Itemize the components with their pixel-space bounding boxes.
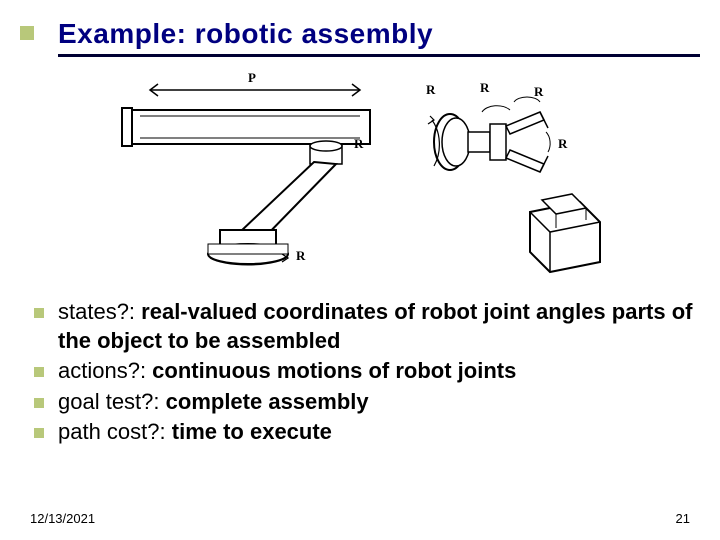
bullet-list: states?: real-valued coordinates of robo… <box>34 298 700 449</box>
diagram-svg <box>110 72 610 282</box>
list-item: actions?: continuous motions of robot jo… <box>34 357 700 386</box>
bullet-icon <box>34 367 44 377</box>
title-accent-square <box>20 26 34 40</box>
label-rg1: R <box>480 80 489 96</box>
bullet-icon <box>34 398 44 408</box>
robot-diagram: P <box>110 72 610 282</box>
bullet-icon <box>34 308 44 318</box>
bullet-answer: continuous motions of robot joints <box>152 358 516 383</box>
label-r-top: R <box>426 82 435 98</box>
list-item: states?: real-valued coordinates of robo… <box>34 298 700 355</box>
bullet-question: goal test?: <box>58 389 166 414</box>
bullet-text: actions?: continuous motions of robot jo… <box>58 357 516 386</box>
slide-title: Example: robotic assembly <box>58 18 700 50</box>
bullet-text: states?: real-valued coordinates of robo… <box>58 298 700 355</box>
bullet-question: actions?: <box>58 358 152 383</box>
bullet-answer: real-valued coordinates of robot joint a… <box>58 299 692 353</box>
title-bar: Example: robotic assembly <box>58 18 700 57</box>
bullet-text: path cost?: time to execute <box>58 418 332 447</box>
footer-page-number: 21 <box>676 511 690 526</box>
label-r-bottom: R <box>296 248 305 264</box>
footer-date: 12/13/2021 <box>30 511 95 526</box>
label-rg2: R <box>534 84 543 100</box>
label-r-mid: R <box>354 136 363 152</box>
bullet-question: states?: <box>58 299 141 324</box>
list-item: path cost?: time to execute <box>34 418 700 447</box>
bullet-answer: complete assembly <box>166 389 369 414</box>
bullet-answer: time to execute <box>172 419 332 444</box>
label-rg3: R <box>558 136 567 152</box>
bullet-question: path cost?: <box>58 419 172 444</box>
list-item: goal test?: complete assembly <box>34 388 700 417</box>
bullet-icon <box>34 428 44 438</box>
bullet-text: goal test?: complete assembly <box>58 388 369 417</box>
